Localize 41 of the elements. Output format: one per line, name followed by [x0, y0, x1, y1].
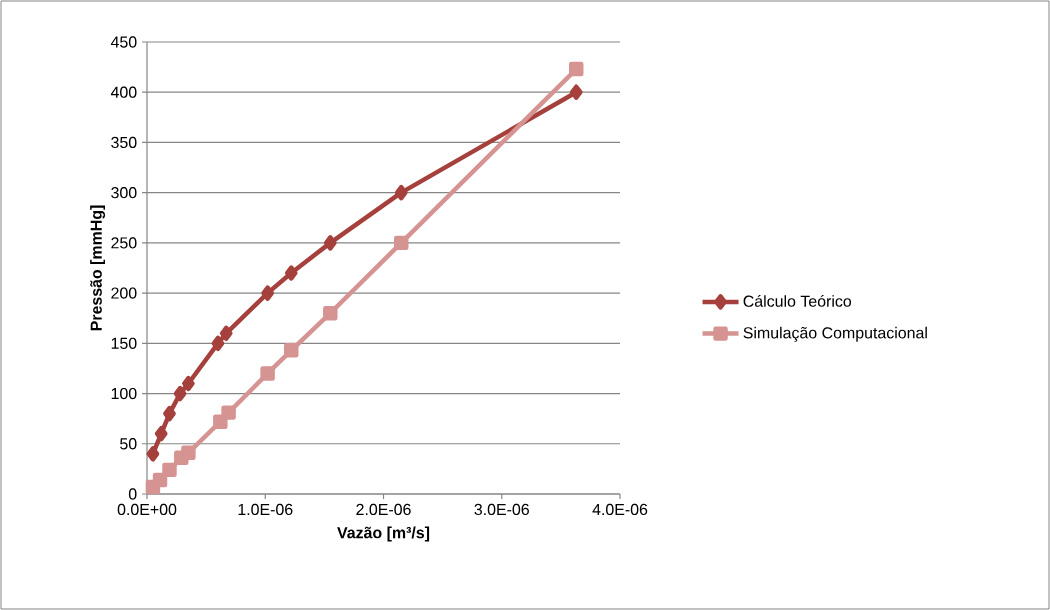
y-tick-label: 350	[111, 136, 137, 149]
x-axis-title: Vazão [m³/s]	[337, 526, 430, 542]
y-tick-label: 250	[111, 237, 137, 249]
legend-label: Simulação Computacional	[743, 326, 927, 342]
point	[221, 405, 236, 420]
point	[213, 414, 228, 429]
point	[569, 61, 584, 77]
y-tick-label: 150	[111, 337, 137, 349]
x-tick-label: 4.0E-06	[592, 503, 648, 516]
legend-label: Cálculo Teórico	[743, 294, 852, 307]
point	[146, 446, 160, 462]
y-tick-label: 450	[110, 36, 137, 48]
point	[219, 325, 233, 341]
point	[284, 343, 299, 358]
x-tick-label: 3.0E-06	[474, 503, 529, 516]
point	[163, 405, 176, 422]
point	[284, 265, 298, 281]
y-tick-label: 300	[111, 187, 137, 199]
point	[394, 184, 408, 201]
x-tick-label: 2.0E-06	[356, 503, 411, 516]
y-axis-title: Pressão [mmHg]	[90, 205, 106, 331]
y-tick-label: 0	[128, 488, 137, 500]
point	[173, 385, 187, 402]
point	[181, 445, 196, 461]
y-tick-label: 100	[111, 387, 137, 400]
point	[261, 285, 274, 301]
point	[323, 305, 338, 321]
point	[260, 366, 275, 381]
point	[394, 235, 409, 251]
x-tick-label: 0.0E+00	[117, 503, 177, 516]
point	[323, 235, 337, 251]
point	[154, 425, 168, 442]
x-tick-label: 1.0E-06	[238, 503, 293, 516]
point	[182, 375, 195, 392]
point	[162, 462, 177, 478]
y-tick-label: 50	[120, 438, 137, 450]
point	[152, 472, 168, 488]
y-tick-label: 200	[111, 287, 137, 299]
y-tick-label: 400	[110, 86, 137, 98]
point	[569, 84, 583, 100]
point	[211, 335, 225, 352]
